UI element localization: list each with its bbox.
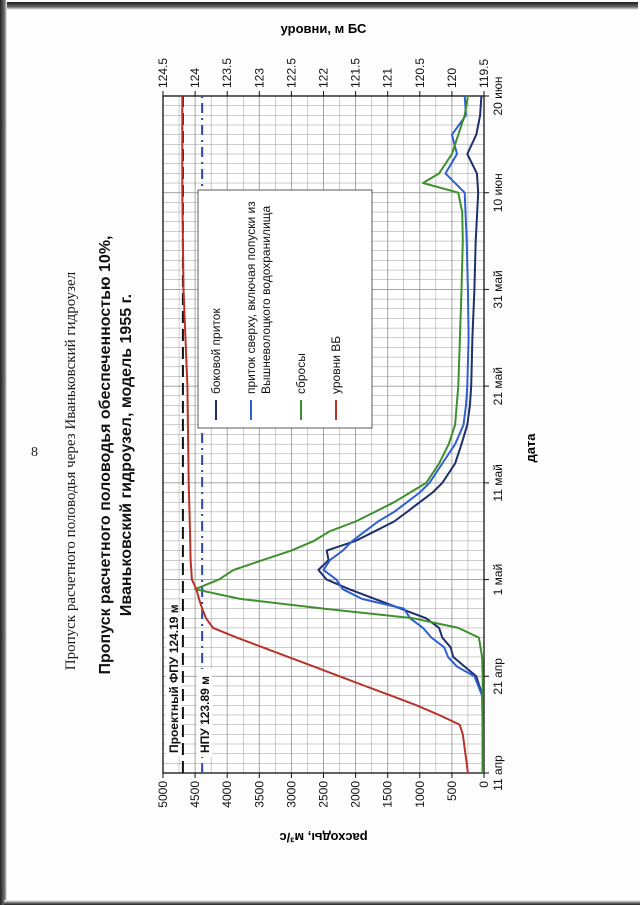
x-tick-label: 21 май [491,367,505,405]
y2-tick-label: 121.5 [349,58,363,88]
x-tick-label: 31 май [491,270,505,308]
series-line [181,96,469,774]
series-lines [181,95,484,774]
y-tick-label: 5000 [156,781,170,808]
series-line [194,95,484,773]
y-tick-label: 3500 [252,781,266,808]
y2-tick-label: 123.5 [220,58,234,88]
x-axis-label: дата [523,433,538,463]
y-axis-label: расходы, м³/с [279,830,367,845]
y2-tick-label: 124 [188,68,202,88]
scan-shadow-left [0,0,7,905]
x-tick-label: 20 июн [491,76,505,115]
y-tick-label: 500 [445,781,459,801]
y-tick-label: 1000 [413,781,427,808]
x-tick-label: 11 апр [491,755,505,791]
y2-tick-label: 119.5 [477,59,491,88]
y2-tick-label: 122.5 [284,58,298,88]
y2-tick-label: 124.5 [156,58,170,88]
y2-tick-label: 123 [252,68,266,88]
y2-tick-label: 122 [317,68,331,88]
document-caption: Пропуск расчетного половодья через Ивань… [63,271,79,670]
legend-box [197,189,373,429]
y-tick-label: 3000 [284,781,298,808]
series-line [317,95,484,773]
legend-label: уровни ВБ [329,336,343,394]
scan-shadow-top [6,2,638,10]
legend: боковой приток приток сверху, включая поп… [197,189,373,429]
x-tick-label: 10 июн [491,173,505,212]
y2-tick-label: 121 [381,68,395,88]
legend-label: Вышневолоцкого водохранилища [259,205,273,394]
series-line [322,95,484,773]
y-tick-label: 0 [477,781,491,788]
y-tick-label: 2000 [349,781,363,808]
scan-shadow-bottom [4,900,640,905]
page-number: 8 [31,445,38,460]
reference-line-label: НПУ 123.89 м [198,676,212,753]
y2-tick-label: 120 [445,68,459,88]
reference-label-bg [165,617,181,757]
y-tick-label: 1500 [381,781,395,808]
x-tick-label: 21 апр [491,658,505,695]
y-tick-label: 4000 [220,781,234,808]
x-tick-label: 11 май [491,464,505,501]
y-tick-label: 2500 [317,781,331,808]
y-tick-label: 4500 [188,781,202,808]
legend-label: приток сверху, включая попуски из [244,201,258,394]
y2-axis-label: уровни, м БС [281,21,367,36]
reference-line-label: Проектный ФПУ 124.19 м [167,604,181,753]
chart-title-line-2: Иваньковский гидроузел, модель 1955 г. [118,294,135,616]
reference-label-bg [197,669,213,757]
legend-label: сбросы [294,353,308,394]
chart-title-line-1: Пропуск расчетного половодья обеспеченно… [97,236,114,675]
x-tick-label: 1 май [491,564,505,596]
axes: 0 500 1000 1500 2000 2500 3000 3500 4000 4500 5000… [156,58,505,808]
legend-label: боковой приток [209,308,223,394]
y2-tick-label: 120.5 [413,58,427,88]
